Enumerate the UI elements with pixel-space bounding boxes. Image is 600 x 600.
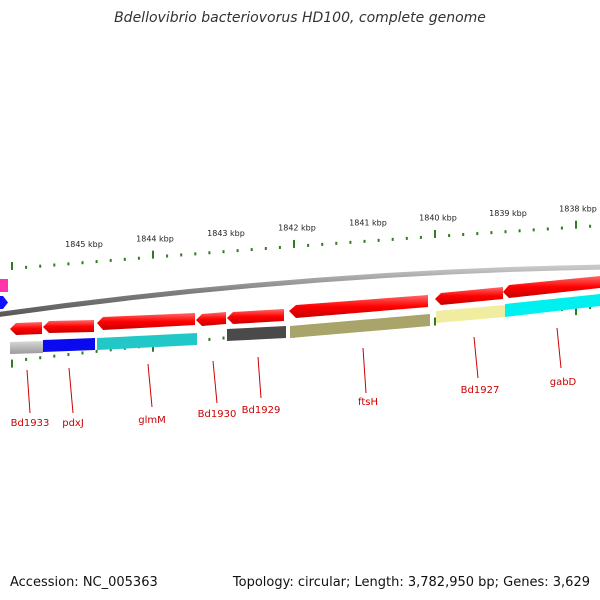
gene-label[interactable]: glmM (138, 415, 166, 426)
genome-backbone (0, 264, 600, 317)
feature-block (97, 333, 197, 350)
map-title: Bdellovibrio bacteriovorus HD100, comple… (114, 10, 486, 26)
cds-arrow (43, 320, 94, 333)
gene-label[interactable]: ftsH (358, 397, 378, 408)
feature-block (436, 305, 505, 323)
ruler-label: 1841 kbp (349, 219, 387, 228)
gene-leader-line (257, 356, 262, 399)
feature-block (43, 338, 95, 352)
topology-text: Topology: circular; Length: 3,782,950 bp… (232, 575, 590, 590)
gene-leader-line (147, 363, 153, 408)
gene-label[interactable]: Bd1933 (11, 418, 50, 429)
gene-leader-line (556, 327, 562, 369)
gene-leaders (26, 327, 562, 414)
gene-leader-line (473, 336, 479, 379)
cds-arrow (503, 276, 600, 298)
ruler-label: 1845 kbp (65, 240, 103, 249)
ruler-label: 1844 kbp (136, 234, 174, 243)
partial-feature-magenta (0, 279, 8, 292)
accession-text: Accession: NC_005363 (10, 575, 158, 590)
cds-arrow (196, 312, 226, 326)
gene-leader-line (26, 369, 31, 414)
ruler-label: 1839 kbp (489, 209, 527, 218)
partial-feature-blue (0, 296, 8, 309)
feature-block (10, 341, 43, 354)
feature-block (227, 326, 286, 341)
cds-row (10, 276, 600, 335)
feature-block (290, 314, 430, 338)
cds-arrow (10, 322, 42, 335)
ruler-label: 1842 kbp (278, 224, 316, 233)
gene-leader-line (68, 367, 74, 414)
gene-label[interactable]: Bd1930 (198, 409, 237, 420)
cds-arrow (435, 287, 503, 305)
feature-block (505, 294, 600, 317)
cds-arrow (227, 309, 284, 324)
gene-label[interactable]: pdxJ (62, 418, 84, 429)
ruler-labels: 1845 kbp 1844 kbp 1843 kbp 1842 kbp 1841 kbp… (65, 205, 597, 250)
ruler-label: 1843 kbp (207, 229, 245, 238)
ruler-label: 1840 kbp (419, 214, 457, 223)
cds-arrow (97, 313, 195, 330)
ruler-label: 1838 kbp (559, 205, 597, 214)
gene-leader-line (212, 360, 218, 404)
cds-arrow (289, 295, 428, 318)
gene-labels: Bd1933 pdxJ glmM Bd1930 Bd1929 ftsH Bd1927 gabD (11, 377, 577, 429)
gene-leader-line (362, 347, 367, 394)
feature-band (10, 294, 600, 354)
gene-label[interactable]: Bd1927 (461, 385, 500, 396)
gene-label[interactable]: gabD (550, 377, 577, 388)
gene-label[interactable]: Bd1929 (242, 405, 281, 416)
